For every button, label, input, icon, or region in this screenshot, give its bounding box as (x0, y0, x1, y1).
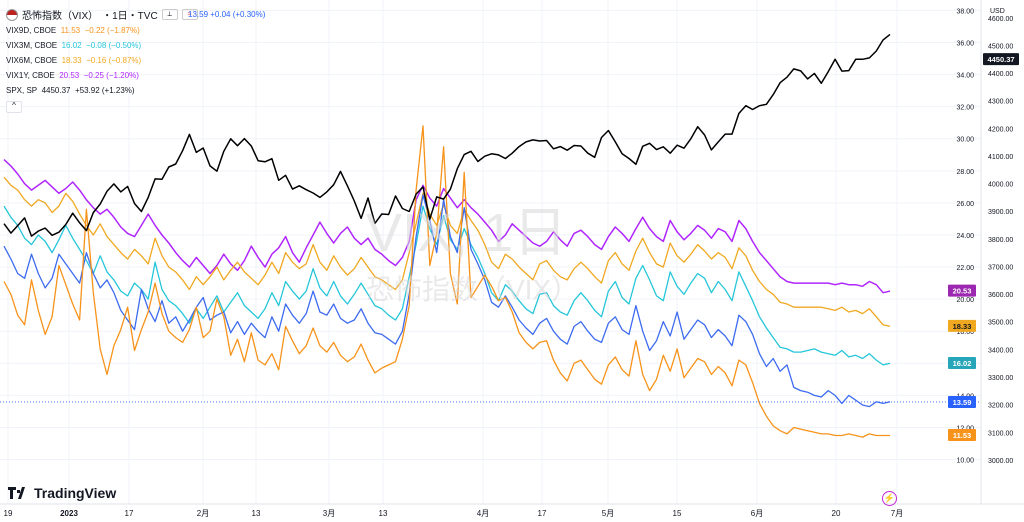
chart-interval[interactable]: ・1日・TVC (102, 11, 158, 22)
right-axis-label: 4500.00 (988, 43, 1013, 50)
chart-title[interactable]: 恐怖指数（VIX） (22, 11, 99, 22)
compare-icon[interactable]: ⟂ (161, 9, 178, 20)
left-axis-label: 20.00 (956, 297, 974, 304)
right-axis-label: 3700.00 (988, 264, 1013, 271)
us-flag-icon (6, 8, 18, 21)
tradingview-logo: TradingView (8, 485, 116, 501)
time-tick-label: 3月 (323, 509, 335, 518)
left-axis-label: 36.00 (956, 40, 974, 47)
legend-value: 4450.37 (41, 86, 71, 95)
legend-row[interactable]: VIX3M, CBOE 16.02 −0.08 (−0.50%) (6, 41, 142, 50)
last-value-tag-label: 4450.37 (987, 55, 1014, 64)
watermark-symbol: VIX, 1日 (366, 203, 568, 263)
last-value-tag-label: 16.02 (953, 359, 972, 368)
time-tick-label: 17 (125, 509, 134, 518)
right-axis-label: 3800.00 (988, 237, 1013, 244)
left-axis-label: 24.00 (956, 233, 974, 240)
right-axis-label: 3900.00 (988, 209, 1013, 216)
currency-label[interactable]: USD (990, 8, 1005, 15)
time-axis[interactable]: 19 2023 17 2月 13 3月 13 4月 17 5月 15 6月 20 7月 (4, 509, 904, 518)
last-value-tag-box (948, 395, 976, 408)
time-tick-label: 7月 (891, 509, 903, 518)
left-axis-label: 18.00 (956, 329, 974, 336)
left-axis-label: 30.00 (956, 137, 974, 144)
time-tick-label: 15 (673, 509, 682, 518)
last-value-tag-label: 20.53 (953, 287, 972, 296)
last-value-tag-box (948, 319, 976, 332)
chart-header: 恐怖指数（VIX） ・1日・TVC ⟂ ≈ (6, 7, 198, 22)
tradingview-icon (8, 487, 25, 499)
left-axis-label: 28.00 (956, 169, 974, 176)
right-axis-label: 4200.00 (988, 126, 1013, 133)
legend-change: +53.92 (+1.23%) (74, 86, 135, 95)
legend-row[interactable]: VIX1Y, CBOE 20.53 −0.25 (−1.20%) (6, 71, 139, 80)
legend-change: −0.25 (−1.20%) (83, 71, 139, 80)
last-value-tag-label: 18.33 (953, 322, 972, 331)
logo-text: TradingView (34, 485, 117, 501)
main-quote: 13.59 +0.04 (+0.30%) (188, 10, 266, 19)
legend-value: 11.53 (60, 26, 81, 35)
last-value-tag-label: 13.59 (953, 398, 972, 407)
left-axis-label: 22.00 (956, 265, 974, 272)
time-tick-label: 17 (538, 509, 547, 518)
right-axis-label: 3200.00 (988, 403, 1013, 410)
legend-change: −0.08 (−0.50%) (86, 41, 142, 50)
legend-row[interactable]: SPX, SP 4450.37 +53.92 (+1.23%) (6, 86, 135, 95)
time-tick-label: 2月 (197, 509, 209, 518)
right-axis-label: 3600.00 (988, 292, 1013, 299)
legend-value: 16.02 (61, 41, 82, 50)
time-tick-label: 5月 (602, 509, 614, 518)
left-axis-label: 12.00 (956, 425, 974, 432)
last-value-tags: 4450.37 20.53 18.33 16.02 13.59 11.53 (948, 53, 1019, 442)
last-value-tag-label: 11.53 (953, 431, 971, 440)
value-axis-right[interactable]: 3000.00 3100.00 3200.00 3300.00 3400.00 3500.… (988, 16, 1013, 465)
left-axis-label: 26.00 (956, 201, 974, 208)
left-axis-label: 34.00 (956, 73, 974, 80)
watermark-name: 恐怖指数（VIX） (366, 274, 580, 305)
last-value-tag-box (948, 429, 976, 442)
series-line-spx (3, 33, 891, 237)
legend-change: −0.16 (−0.87%) (86, 56, 142, 65)
left-axis-label: 10.00 (956, 458, 974, 465)
time-tick-label: 20 (832, 509, 841, 518)
series-line-vix9d (3, 125, 890, 438)
right-axis-label: 3500.00 (988, 320, 1013, 327)
right-axis-label: 3000.00 (988, 458, 1013, 465)
wave-icon[interactable]: ≈ (181, 9, 198, 20)
left-axis-label: 38.00 (956, 8, 974, 15)
last-value-tag-box (948, 356, 976, 369)
right-axis-label: 4600.00 (988, 16, 1013, 23)
right-axis-label: 4000.00 (988, 182, 1013, 189)
lightning-icon[interactable]: ⚡ (882, 491, 897, 506)
time-tick-label: 13 (379, 509, 388, 518)
last-value-tag-box (948, 284, 976, 297)
last-value-tag-box (983, 53, 1019, 66)
series-line-vix3m (3, 205, 891, 366)
right-axis-label: 4300.00 (988, 99, 1013, 106)
time-tick-label: 6月 (751, 509, 763, 518)
right-axis-label: 4100.00 (988, 154, 1013, 161)
grid-lines (0, 0, 981, 504)
legend-value: 20.53 (59, 71, 80, 80)
left-axis-label: 32.00 (956, 105, 974, 112)
right-axis-label: 3100.00 (988, 430, 1013, 437)
legend-row[interactable]: VIX6M, CBOE 18.33 −0.16 (−0.87%) (6, 56, 142, 65)
time-tick-label: 4月 (477, 509, 489, 518)
time-tick-label: 19 (4, 509, 13, 518)
time-tick-label: 13 (252, 509, 261, 518)
right-axis-label: 3400.00 (988, 347, 1013, 354)
right-axis-label: 4400.00 (988, 71, 1013, 78)
legend-value: 18.33 (61, 56, 82, 65)
legend-change: −0.22 (−1.87%) (84, 26, 140, 35)
collapse-legend-button[interactable]: ^ (6, 101, 22, 113)
right-axis-label: 3300.00 (988, 375, 1013, 382)
series-lines (3, 33, 891, 438)
legend-row[interactable]: VIX9D, CBOE 11.53 −0.22 (−1.87%) (6, 26, 140, 35)
time-tick-label: 2023 (60, 509, 78, 518)
